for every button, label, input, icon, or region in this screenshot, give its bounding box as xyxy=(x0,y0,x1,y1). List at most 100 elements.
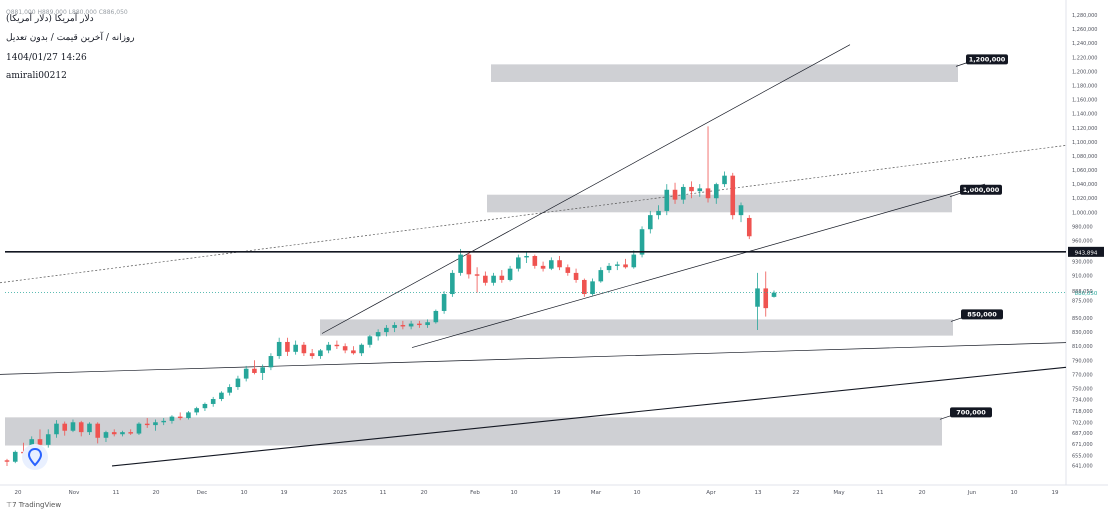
candle-body xyxy=(62,423,68,431)
y-tick-label: 1,020,000 xyxy=(1072,196,1097,202)
y-tick-label: 1,000,000 xyxy=(1072,210,1097,216)
candle-body xyxy=(78,422,84,433)
y-tick-label: 875,000 xyxy=(1072,298,1093,304)
candle-body xyxy=(153,422,158,426)
candle-body xyxy=(342,346,348,351)
y-tick-label: 1,140,000 xyxy=(1072,112,1097,118)
trend-line xyxy=(321,44,851,334)
y-tick-label: 850,000 xyxy=(1072,316,1093,322)
candle-body xyxy=(590,281,595,295)
candle-body xyxy=(95,423,101,438)
candle-body xyxy=(491,275,496,283)
candle-body xyxy=(375,332,381,337)
candle-body xyxy=(623,264,628,268)
ohlc-readout: O881,000 H889,000 L880,000 C886,050 xyxy=(6,9,128,16)
y-tick-label: 1,040,000 xyxy=(1072,182,1097,188)
candle-body xyxy=(400,325,406,327)
candle-body xyxy=(326,344,331,351)
candle-body xyxy=(194,408,199,413)
y-tick-label: 702,000 xyxy=(1072,420,1093,426)
x-tick-label: 11 xyxy=(380,490,387,496)
y-tick-label: 1,060,000 xyxy=(1072,168,1097,174)
candle-body xyxy=(128,432,134,434)
candle-body xyxy=(713,184,719,199)
key-level-label: 943,894 xyxy=(1075,250,1098,256)
candle-body xyxy=(87,423,92,433)
y-tick-label: 1,160,000 xyxy=(1072,98,1097,104)
candle-body xyxy=(111,432,117,435)
candle-body xyxy=(285,341,290,352)
candle-body xyxy=(219,392,224,400)
y-tick-label: 960,000 xyxy=(1072,239,1093,245)
candle-body xyxy=(705,188,711,199)
y-tick-label: 1,260,000 xyxy=(1072,27,1097,33)
candle-body xyxy=(252,368,257,373)
y-tick-label: 1,180,000 xyxy=(1072,84,1097,90)
zone-label: 850,000 xyxy=(967,311,997,319)
x-tick-label: Jun xyxy=(967,490,977,496)
x-tick-label: 13 xyxy=(755,490,762,496)
x-tick-label: 19 xyxy=(281,490,288,496)
candle-body xyxy=(441,294,447,311)
trend-line xyxy=(411,183,986,348)
tradingview-brand: ⊤7 TradingView xyxy=(6,501,61,509)
candle-body xyxy=(417,323,422,326)
y-tick-label: 641,000 xyxy=(1072,463,1093,469)
trend-line xyxy=(111,366,1067,467)
candle-body xyxy=(260,367,265,373)
candle-body xyxy=(540,265,546,269)
y-tick-label: 910,000 xyxy=(1072,274,1093,280)
zone-label-box xyxy=(966,54,1008,65)
y-tick-label: 810,000 xyxy=(1072,344,1093,350)
trend-line xyxy=(0,145,1067,284)
y-tick-label: 1,080,000 xyxy=(1072,154,1097,160)
candle-body xyxy=(565,267,571,273)
x-tick-label: Mar xyxy=(591,490,602,496)
candle-body xyxy=(351,350,356,354)
candle-body xyxy=(334,344,340,347)
candle-body xyxy=(763,288,769,309)
chart-grid xyxy=(0,0,1108,486)
candle-body xyxy=(70,422,76,431)
candle-body xyxy=(202,403,208,409)
x-tick-label: 10 xyxy=(634,490,641,496)
zone-label-box xyxy=(950,407,992,418)
x-tick-label: May xyxy=(833,490,845,496)
zone-rect xyxy=(491,64,958,82)
zone-label-box xyxy=(960,184,1002,195)
candle-body xyxy=(384,327,389,333)
y-tick-label: 718,000 xyxy=(1072,409,1093,415)
y-tick-label: 980,000 xyxy=(1072,224,1093,230)
candle-body xyxy=(37,439,43,445)
x-tick-label: 10 xyxy=(1011,490,1018,496)
trend-line xyxy=(0,342,1067,375)
x-tick-label: 10 xyxy=(241,490,248,496)
zone-rect xyxy=(320,319,953,336)
candle-body xyxy=(235,378,241,388)
candle-body xyxy=(177,416,183,419)
x-tick-label: 2025 xyxy=(333,490,347,496)
y-tick-label: 790,000 xyxy=(1072,358,1093,364)
logo-badge[interactable] xyxy=(22,444,48,470)
current-price-label: 886,050 xyxy=(1075,291,1098,297)
tradingview-brand-label: TradingView xyxy=(18,501,62,509)
candle-body xyxy=(367,336,373,345)
y-tick-label: 1,120,000 xyxy=(1072,126,1097,132)
candle-body xyxy=(301,344,307,354)
x-tick-label: 20 xyxy=(421,490,428,496)
candle-body xyxy=(697,188,703,192)
candle-body xyxy=(689,186,694,192)
y-tick-label: 750,000 xyxy=(1072,386,1093,392)
x-tick-label: Feb xyxy=(470,490,480,496)
tradingview-logo-icon: ⊤7 xyxy=(6,501,19,509)
candle-body xyxy=(276,341,282,357)
zone-callout-line xyxy=(939,415,953,420)
candle-body xyxy=(647,215,653,230)
y-tick-label: 1,220,000 xyxy=(1072,55,1097,61)
y-tick-label: 1,100,000 xyxy=(1072,140,1097,146)
y-tick-label: 1,240,000 xyxy=(1072,41,1097,47)
candle-body xyxy=(656,210,661,216)
zone-label: 700,000 xyxy=(956,409,986,417)
candle-body xyxy=(450,272,455,295)
